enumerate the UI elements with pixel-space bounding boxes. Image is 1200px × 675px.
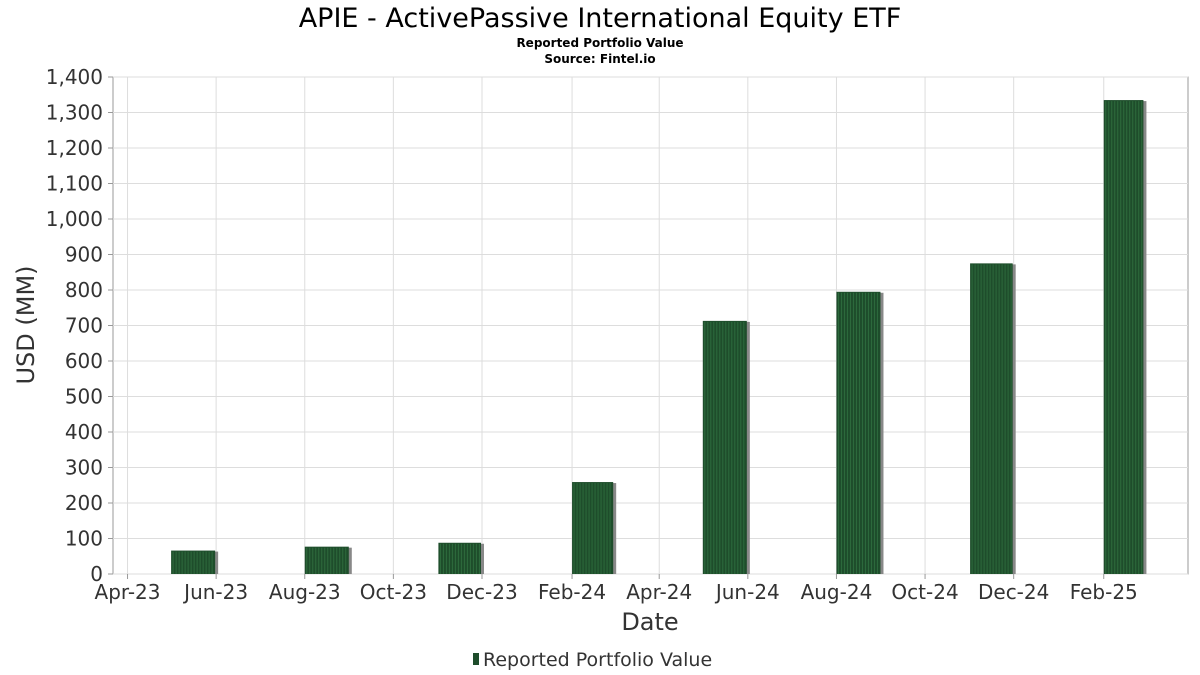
y-tick-label: 1,100 xyxy=(46,172,103,196)
bar-fill xyxy=(572,482,614,574)
y-tick-label: 400 xyxy=(65,420,103,444)
x-tick-label: Oct-23 xyxy=(360,580,427,604)
y-tick-label: 1,400 xyxy=(46,65,103,89)
y-tick-label: 0 xyxy=(90,562,103,586)
y-tick-label: 200 xyxy=(65,491,103,515)
x-tick-label: Jun-24 xyxy=(714,580,780,604)
legend-swatch xyxy=(473,653,479,665)
x-tick-label: Jun-23 xyxy=(182,580,248,604)
bar xyxy=(702,320,750,574)
y-tick-label: 100 xyxy=(65,527,103,551)
chart-title: APIE - ActivePassive International Equit… xyxy=(299,3,902,34)
legend: Reported Portfolio Value xyxy=(473,649,712,671)
y-tick-label: 700 xyxy=(65,314,103,338)
y-axis-label: USD (MM) xyxy=(12,265,40,384)
x-tick-label: Apr-23 xyxy=(95,580,161,604)
x-tick-label: Feb-25 xyxy=(1070,580,1138,604)
x-axis-label: Date xyxy=(621,608,678,636)
bar xyxy=(304,546,352,574)
legend-label: Reported Portfolio Value xyxy=(483,649,712,671)
bar xyxy=(438,542,484,574)
x-tick-label: Dec-24 xyxy=(978,580,1049,604)
bar xyxy=(572,482,617,574)
bar xyxy=(836,291,884,574)
chart-source: Source: Fintel.io xyxy=(544,52,655,66)
x-tick-label: Dec-23 xyxy=(446,580,517,604)
bar-fill xyxy=(970,263,1013,574)
chart-subtitle: Reported Portfolio Value xyxy=(516,36,683,50)
y-tick-label: 1,200 xyxy=(46,136,103,160)
x-tick-label: Aug-24 xyxy=(801,580,873,604)
bar xyxy=(171,550,219,574)
y-tick-label: 900 xyxy=(65,243,103,267)
y-axis: 0 100 200 300 400 500 600 700 800 900 1,000 1,100 1,… xyxy=(46,65,113,586)
bar-fill xyxy=(304,546,349,574)
bar-fill xyxy=(438,542,481,574)
x-axis: Apr-23 Jun-23 Aug-23 Oct-23 Dec-23 Feb-24 Apr-… xyxy=(95,574,1138,604)
x-tick-label: Feb-24 xyxy=(538,580,606,604)
y-tick-label: 1,000 xyxy=(46,207,103,231)
bar-fill xyxy=(836,291,881,574)
bar-fill xyxy=(171,550,216,574)
bar-fill xyxy=(702,320,747,574)
x-tick-label: Oct-24 xyxy=(891,580,958,604)
y-tick-label: 500 xyxy=(65,385,103,409)
y-tick-label: 600 xyxy=(65,349,103,373)
y-tick-label: 300 xyxy=(65,456,103,480)
y-tick-label: 1,300 xyxy=(46,101,103,125)
bars xyxy=(171,100,1147,574)
x-tick-label: Apr-24 xyxy=(626,580,692,604)
x-tick-label: Aug-23 xyxy=(269,580,341,604)
bar xyxy=(1103,100,1147,574)
bar xyxy=(970,263,1016,574)
y-tick-label: 800 xyxy=(65,278,103,302)
